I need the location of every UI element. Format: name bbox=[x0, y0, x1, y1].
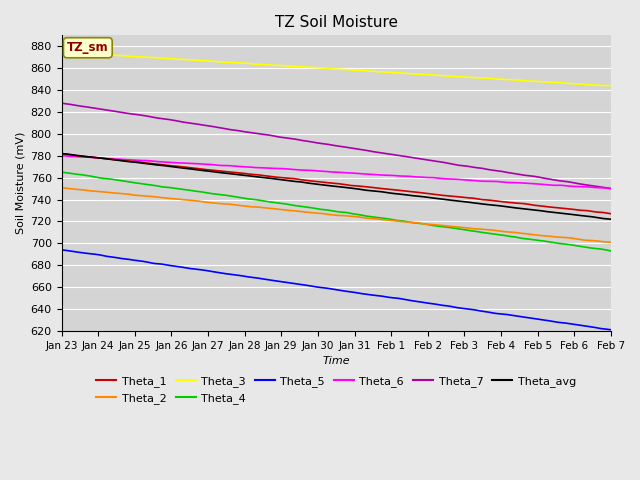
Theta_4 bbox=[58, 169, 65, 175]
Theta_3 bbox=[594, 83, 602, 88]
Theta_6 bbox=[355, 171, 363, 177]
Theta_avg bbox=[385, 190, 392, 196]
Theta_5 bbox=[322, 285, 330, 291]
Theta_6 bbox=[385, 172, 392, 178]
Theta_4 bbox=[594, 246, 602, 252]
Theta_7 bbox=[607, 186, 615, 192]
Theta_1 bbox=[355, 183, 363, 189]
Theta_2 bbox=[319, 211, 326, 216]
Line: Theta_6: Theta_6 bbox=[61, 156, 611, 189]
Theta_1 bbox=[385, 186, 392, 192]
Theta_7 bbox=[508, 170, 516, 176]
Theta_4 bbox=[319, 207, 326, 213]
Theta_5 bbox=[508, 312, 516, 318]
Theta_avg bbox=[58, 151, 65, 156]
Theta_5 bbox=[607, 327, 615, 333]
Theta_1 bbox=[58, 151, 65, 156]
Theta_6 bbox=[607, 186, 615, 192]
Line: Theta_4: Theta_4 bbox=[61, 172, 611, 251]
Theta_avg bbox=[322, 182, 330, 188]
Theta_1 bbox=[508, 200, 516, 205]
Theta_5 bbox=[319, 285, 326, 290]
Theta_1 bbox=[594, 209, 602, 215]
Theta_2 bbox=[607, 240, 615, 245]
Theta_5 bbox=[58, 247, 65, 253]
Theta_avg bbox=[319, 182, 326, 188]
Theta_7 bbox=[385, 151, 392, 157]
Theta_5 bbox=[385, 294, 392, 300]
Theta_3 bbox=[385, 69, 392, 75]
Line: Theta_avg: Theta_avg bbox=[61, 154, 611, 219]
Line: Theta_2: Theta_2 bbox=[61, 188, 611, 242]
Theta_1 bbox=[322, 180, 330, 185]
Theta_2 bbox=[385, 217, 392, 223]
Theta_5 bbox=[355, 290, 363, 296]
Line: Theta_1: Theta_1 bbox=[61, 154, 611, 214]
Theta_4 bbox=[607, 248, 615, 254]
Theta_4 bbox=[385, 216, 392, 222]
Theta_4 bbox=[322, 207, 330, 213]
Theta_6 bbox=[58, 153, 65, 158]
Theta_5 bbox=[594, 325, 602, 331]
Theta_6 bbox=[319, 168, 326, 174]
Theta_6 bbox=[594, 185, 602, 191]
Theta_2 bbox=[594, 238, 602, 244]
Theta_3 bbox=[58, 49, 65, 55]
Theta_2 bbox=[355, 214, 363, 220]
Theta_avg bbox=[607, 216, 615, 222]
Theta_avg bbox=[355, 186, 363, 192]
Y-axis label: Soil Moisture (mV): Soil Moisture (mV) bbox=[15, 132, 25, 234]
Line: Theta_3: Theta_3 bbox=[61, 52, 611, 85]
Line: Theta_5: Theta_5 bbox=[61, 250, 611, 330]
Theta_4 bbox=[355, 212, 363, 217]
Legend: Theta_1, Theta_2, Theta_3, Theta_4, Theta_5, Theta_6, Theta_7, Theta_avg: Theta_1, Theta_2, Theta_3, Theta_4, Thet… bbox=[92, 372, 580, 408]
Theta_2 bbox=[508, 229, 516, 235]
Theta_6 bbox=[322, 168, 330, 174]
Theta_7 bbox=[594, 184, 602, 190]
Theta_3 bbox=[319, 65, 326, 71]
Theta_6 bbox=[508, 180, 516, 185]
Theta_3 bbox=[607, 83, 615, 88]
Theta_7 bbox=[319, 141, 326, 146]
Theta_1 bbox=[319, 179, 326, 185]
Text: TZ_sm: TZ_sm bbox=[67, 41, 109, 54]
Theta_3 bbox=[508, 77, 516, 83]
Theta_7 bbox=[58, 100, 65, 106]
Theta_2 bbox=[58, 185, 65, 191]
Theta_3 bbox=[355, 68, 363, 73]
Theta_2 bbox=[322, 211, 330, 217]
X-axis label: Time: Time bbox=[323, 356, 350, 366]
Theta_avg bbox=[594, 215, 602, 221]
Theta_1 bbox=[607, 211, 615, 216]
Theta_7 bbox=[322, 141, 330, 147]
Theta_3 bbox=[322, 65, 330, 71]
Theta_avg bbox=[508, 204, 516, 210]
Theta_7 bbox=[355, 146, 363, 152]
Line: Theta_7: Theta_7 bbox=[61, 103, 611, 189]
Title: TZ Soil Moisture: TZ Soil Moisture bbox=[275, 15, 397, 30]
Theta_4 bbox=[508, 234, 516, 240]
